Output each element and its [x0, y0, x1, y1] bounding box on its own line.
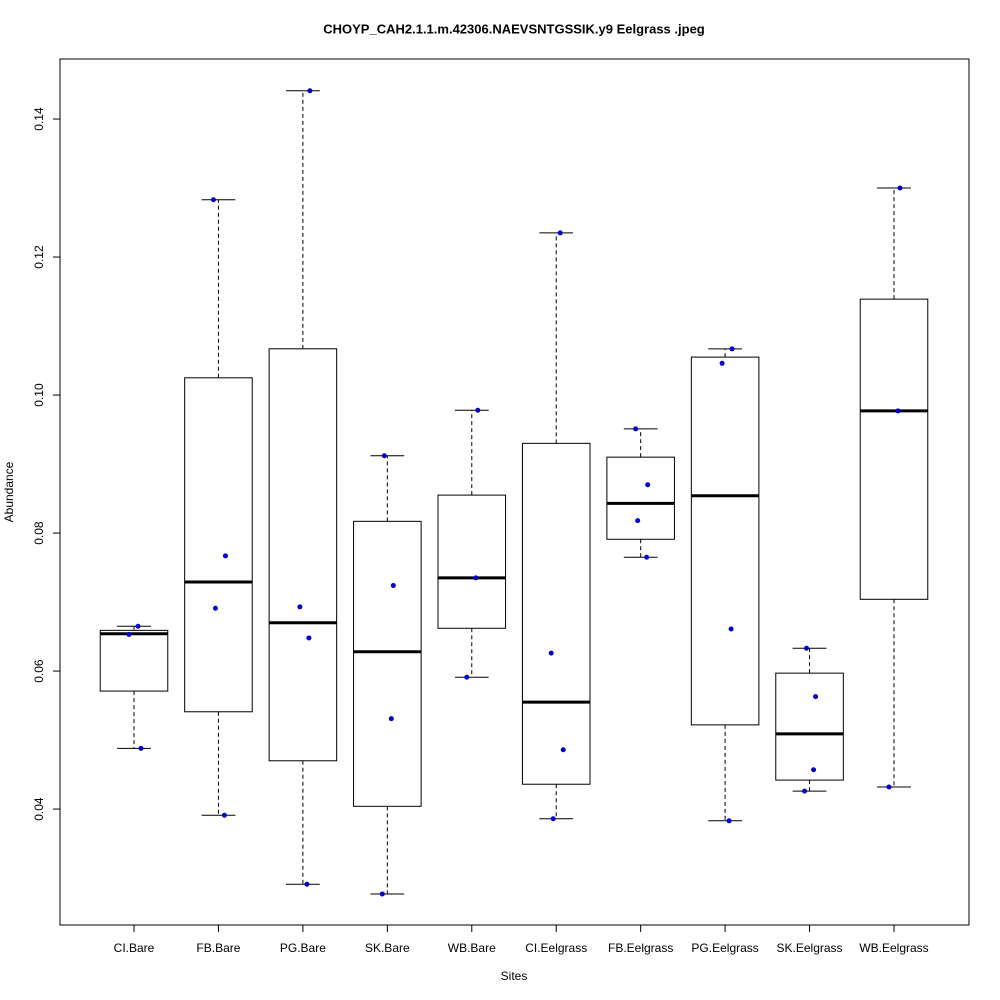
y-tick-label: 0.14 [32, 107, 46, 131]
data-point [138, 745, 144, 751]
y-tick-label: 0.04 [32, 797, 46, 821]
box [437, 494, 507, 629]
data-point [126, 631, 132, 637]
data-point [633, 426, 639, 432]
x-tick-label: PG.Eelgrass [691, 941, 758, 955]
plot-frame [59, 58, 970, 926]
box [99, 629, 169, 692]
x-tick-label: WB.Eelgrass [859, 941, 928, 955]
data-point [210, 197, 216, 203]
box [521, 442, 591, 785]
y-tick-label: 0.12 [32, 245, 46, 269]
box [859, 298, 929, 600]
x-axis-label: Sites [501, 969, 528, 983]
data-point [557, 230, 563, 236]
data-point [221, 812, 227, 818]
data-point [726, 818, 732, 824]
data-point [304, 881, 310, 887]
data-point [135, 623, 141, 629]
chart-title: CHOYP_CAH2.1.1.m.42306.NAEVSNTGSSIK.y9 E… [323, 21, 705, 36]
x-tick-label: CI.Eelgrass [525, 941, 587, 955]
data-point [212, 605, 218, 611]
box [268, 348, 338, 762]
data-point [802, 788, 808, 794]
data-point [306, 635, 312, 641]
y-tick-label: 0.06 [32, 659, 46, 683]
data-point [897, 185, 903, 191]
data-point [886, 784, 892, 790]
data-point [473, 575, 479, 581]
y-axis-label: Abundance [2, 461, 16, 522]
data-point [550, 816, 556, 822]
y-tick-label: 0.10 [32, 383, 46, 407]
x-tick-label: SK.Eelgrass [777, 941, 843, 955]
x-tick-label: SK.Bare [365, 941, 410, 955]
data-point [307, 88, 313, 94]
data-point [464, 674, 470, 680]
x-tick-label: WB.Bare [448, 941, 496, 955]
data-point [548, 650, 554, 656]
x-tick-label: CI.Bare [114, 941, 155, 955]
data-point [804, 645, 810, 651]
data-point [719, 360, 725, 366]
box [606, 456, 675, 540]
box [353, 520, 422, 807]
box [184, 377, 253, 713]
data-point [645, 482, 651, 488]
y-tick-label: 0.08 [32, 521, 46, 545]
x-tick-label: FB.Eelgrass [608, 941, 673, 955]
x-tick-label: FB.Bare [196, 941, 240, 955]
box [690, 356, 760, 726]
data-point [379, 891, 385, 897]
data-point [729, 346, 735, 352]
data-point [388, 716, 394, 722]
data-point [222, 553, 228, 559]
data-point [813, 694, 819, 700]
data-point [297, 604, 303, 610]
x-tick-label: PG.Bare [280, 941, 326, 955]
data-point [728, 626, 734, 632]
data-point [390, 583, 396, 589]
data-point [560, 747, 566, 753]
box [775, 672, 844, 781]
data-point [475, 407, 481, 413]
data-point [381, 453, 387, 459]
data-point [635, 518, 641, 524]
data-point [811, 767, 817, 773]
data-point [895, 408, 901, 414]
data-point [644, 554, 650, 560]
